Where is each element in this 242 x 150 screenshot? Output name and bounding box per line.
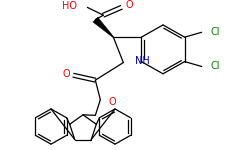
Text: O: O xyxy=(108,97,116,107)
Text: Cl: Cl xyxy=(211,27,220,37)
Text: HO: HO xyxy=(62,1,77,11)
Text: Cl: Cl xyxy=(211,61,220,71)
Polygon shape xyxy=(93,17,114,38)
Text: O: O xyxy=(126,0,133,10)
Text: NH: NH xyxy=(135,56,150,66)
Text: O: O xyxy=(62,69,70,79)
